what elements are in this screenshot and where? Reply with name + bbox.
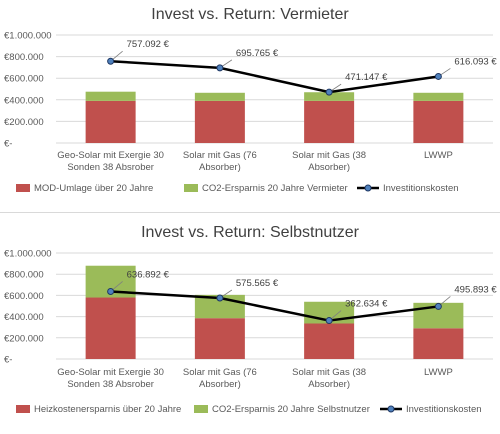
category-label: Solar mit Gas (38 [292, 150, 366, 161]
data-label: 757.092 € [127, 39, 170, 50]
y-tick-label: €1.000.000 [4, 31, 52, 42]
chart-vermieter: Invest vs. Return: Vermieter €- €200.000 €4… [0, 0, 500, 213]
bar-base-1 [194, 318, 245, 359]
data-label: 616.093 € [454, 56, 497, 67]
category-label: Geo-Solar mit Exergie 30 [57, 150, 164, 161]
investment-point [107, 287, 115, 295]
chart-selbstnutzer-svg: Invest vs. Return: Selbstnutzer €- €200.00… [4, 224, 497, 415]
category-label: Sonden 38 Absrober [67, 379, 154, 390]
data-label: 471.147 € [345, 72, 388, 83]
data-label: 575.565 € [236, 278, 279, 289]
bar-base-2 [304, 100, 355, 143]
legend-marker [364, 184, 372, 192]
legend-label: CO2-Ersparnis 20 Jahre Selbstnutzer [212, 404, 370, 415]
chart-title: Invest vs. Return: Vermieter [151, 6, 349, 23]
data-label: 495.893 € [454, 284, 497, 295]
y-tick-label: €200.000 [4, 333, 44, 344]
chart-vermieter-svg: Invest vs. Return: Vermieter €- €200.000 €4… [4, 6, 497, 194]
data-label: 636.892 € [127, 269, 170, 280]
category-label: LWWP [424, 150, 453, 161]
legend-marker [387, 405, 395, 413]
bar-stack-2 [304, 92, 355, 101]
category-label: Absorber) [308, 379, 350, 390]
investment-line [110, 59, 439, 94]
bar-base-0 [85, 100, 136, 143]
bar-base-3 [413, 100, 464, 143]
legend-label: Investitionskosten [383, 183, 459, 194]
category-label: Geo-Solar mit Exergie 30 [57, 367, 164, 378]
investment-line [110, 290, 439, 322]
legend-label: Investitionskosten [406, 404, 482, 415]
bar-stack-1 [194, 92, 245, 101]
legend-swatch [184, 184, 198, 192]
data-label: 362.634 € [345, 299, 388, 310]
category-label: Absorber) [199, 162, 241, 173]
investment-point [107, 57, 115, 65]
legend-label: Heizkostenersparnis über 20 Jahre [34, 404, 181, 415]
bar-stack-0 [85, 91, 136, 101]
legend-swatch [194, 405, 208, 413]
y-tick-label: €600.000 [4, 291, 44, 302]
y-tick-label: €800.000 [4, 270, 44, 281]
bar-base-2 [304, 323, 355, 359]
chart-selbstnutzer: Invest vs. Return: Selbstnutzer €- €200.00… [0, 216, 500, 434]
legend-swatch [16, 184, 30, 192]
category-label: Solar mit Gas (76 [183, 367, 257, 378]
legend-label: CO2-Ersparnis 20 Jahre Vermieter [202, 183, 348, 194]
y-tick-label: €200.000 [4, 117, 44, 128]
category-label: Solar mit Gas (38 [292, 367, 366, 378]
y-tick-label: €- [4, 139, 12, 150]
chart-title: Invest vs. Return: Selbstnutzer [141, 224, 360, 241]
legend-swatch [16, 405, 30, 413]
bar-stack-3 [413, 92, 464, 101]
y-tick-label: €400.000 [4, 312, 44, 323]
bar-base-3 [413, 328, 464, 359]
investment-point [325, 88, 333, 96]
category-label: Sonden 38 Absrober [67, 162, 154, 173]
category-label: LWWP [424, 367, 453, 378]
bar-base-1 [194, 100, 245, 143]
category-label: Absorber) [308, 162, 350, 173]
category-label: Absorber) [199, 379, 241, 390]
bar-base-0 [85, 297, 136, 359]
y-tick-label: €600.000 [4, 74, 44, 85]
y-tick-label: €400.000 [4, 95, 44, 106]
investment-point [434, 72, 442, 80]
investment-point [216, 294, 224, 302]
data-label: 695.765 € [236, 48, 279, 59]
y-tick-label: €- [4, 355, 12, 366]
investment-point [216, 64, 224, 72]
y-tick-label: €800.000 [4, 52, 44, 63]
investment-point [434, 302, 442, 310]
legend-label: MOD-Umlage über 20 Jahre [34, 183, 153, 194]
category-label: Solar mit Gas (76 [183, 150, 257, 161]
y-tick-label: €1.000.000 [4, 249, 52, 260]
investment-point [325, 317, 333, 325]
